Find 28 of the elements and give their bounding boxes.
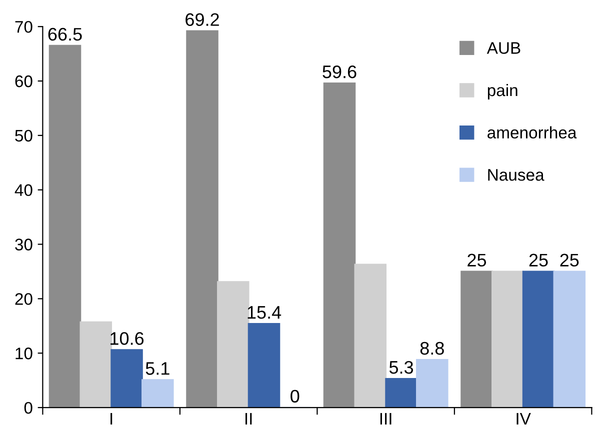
data-label: 5.3 [389,360,414,374]
y-tick-label: 10 [16,348,32,360]
data-label: 0 [290,390,300,403]
x-tick-label: III [380,413,392,424]
legend-label: amenorrhea [488,126,577,138]
y-tick-label: 70 [15,20,32,33]
x-tick-label: II [245,413,252,424]
data-label: 66.5 [48,28,82,41]
data-label: 15.4 [248,306,282,319]
data-label: 25 [560,254,579,267]
x-tick-label: IV [516,413,531,424]
data-label: 10.6 [110,332,144,345]
data-label: 5.1 [146,362,170,375]
y-tick-label: 40 [14,184,32,196]
y-tick-label: 0 [24,402,32,414]
data-label: 25 [529,254,548,267]
data-label: 8.8 [420,342,444,355]
y-tick-label: 50 [15,130,32,142]
data-label: 59.6 [322,65,356,78]
y-tick-label: 20 [15,293,32,305]
x-tick-label: I [110,413,112,424]
y-tick-label: 30 [15,238,32,250]
data-label: 25 [468,254,486,267]
data-label: 69.2 [186,13,219,26]
legend-label: Nausea [488,169,544,181]
y-tick-label: 60 [15,75,32,88]
legend-label: AUB [486,42,520,54]
legend-label: pain [488,84,518,100]
